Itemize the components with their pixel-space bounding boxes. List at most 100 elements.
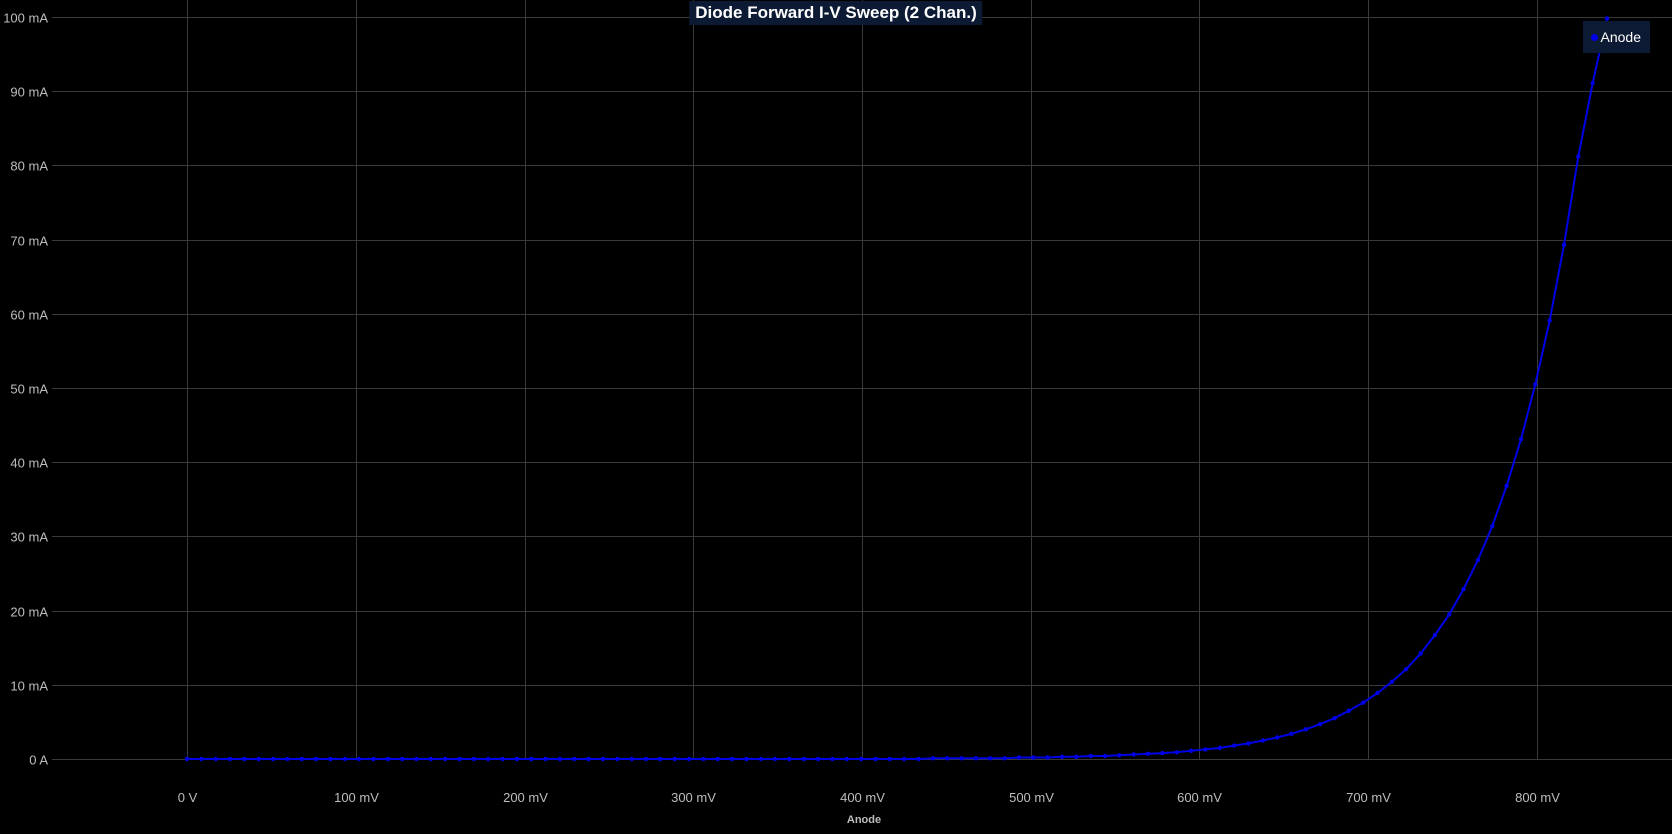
- data-point: [1447, 612, 1452, 617]
- legend-label-anode: Anode: [1600, 29, 1641, 45]
- data-point: [1604, 16, 1610, 21]
- data-point: [227, 756, 233, 762]
- series-anode: [184, 16, 1610, 762]
- data-point: [930, 756, 936, 761]
- data-point: [543, 756, 548, 762]
- y-tick-label: 90 mA: [10, 85, 48, 100]
- data-point: [1203, 747, 1208, 752]
- x-tick-label: 300 mV: [671, 790, 716, 805]
- y-tick-label: 70 mA: [10, 234, 48, 249]
- data-point: [1217, 745, 1223, 751]
- x-tick-label: 400 mV: [840, 790, 885, 805]
- data-point: [1188, 748, 1194, 753]
- y-axis-tick-labels: 0 A 10 mA 20 mA 30 mA 40 mA 50 mA 60 mA 70 mA 80…: [3, 11, 48, 768]
- data-point: [313, 756, 319, 762]
- data-point: [1504, 483, 1509, 489]
- data-point: [1490, 523, 1495, 529]
- y-tick-label: 10 mA: [10, 679, 48, 694]
- data-point: [686, 756, 692, 762]
- data-point: [199, 756, 204, 762]
- data-point: [959, 756, 964, 761]
- data-point: [715, 756, 720, 762]
- data-point: [772, 756, 778, 762]
- data-point: [844, 756, 849, 762]
- data-point: [830, 756, 835, 762]
- data-point: [428, 756, 433, 762]
- data-point: [371, 756, 376, 762]
- data-point: [1346, 708, 1352, 713]
- data-point: [385, 756, 390, 762]
- y-tick-label: 100 mA: [3, 11, 48, 26]
- y-tick-label: 30 mA: [10, 530, 48, 545]
- legend[interactable]: Anode: [1582, 21, 1650, 53]
- data-point: [242, 756, 247, 762]
- data-point: [1361, 700, 1366, 705]
- data-point: [1102, 753, 1108, 759]
- data-point: [658, 756, 663, 762]
- data-point: [1332, 716, 1337, 721]
- y-tick-label: 60 mA: [10, 308, 48, 323]
- data-point: [1547, 318, 1552, 323]
- data-point: [1533, 382, 1538, 387]
- legend-marker-anode: [1590, 33, 1598, 41]
- data-point: [1274, 735, 1280, 740]
- data-point: [815, 756, 821, 762]
- data-point: [701, 756, 706, 762]
- data-point: [328, 756, 333, 762]
- data-point: [1289, 731, 1294, 736]
- y-tick-label: 80 mA: [10, 159, 48, 174]
- data-point: [873, 756, 878, 762]
- data-point: [787, 756, 792, 762]
- data-point: [600, 756, 606, 762]
- data-point: [1074, 754, 1079, 759]
- data-point: [643, 756, 649, 762]
- data-point: [1375, 690, 1380, 696]
- x-tick-label: 600 mV: [1177, 790, 1222, 805]
- data-point: [400, 756, 405, 762]
- data-point: [1461, 586, 1466, 592]
- data-point: [945, 756, 950, 761]
- data-point: [1518, 437, 1524, 442]
- data-point: [988, 756, 993, 761]
- y-tick-label: 40 mA: [10, 456, 48, 471]
- data-point: [1432, 632, 1438, 638]
- data-point: [973, 756, 979, 761]
- data-point: [1260, 738, 1266, 743]
- data-point: [1475, 557, 1481, 563]
- data-point: [443, 756, 448, 762]
- data-point: [629, 756, 634, 762]
- x-tick-label: 500 mV: [1009, 790, 1054, 805]
- y-tick-label: 20 mA: [10, 605, 48, 620]
- x-axis-title: Anode: [847, 814, 881, 826]
- data-point: [887, 756, 892, 762]
- data-point: [1561, 242, 1567, 247]
- data-point: [1318, 721, 1323, 727]
- data-point: [729, 756, 735, 762]
- data-point: [486, 756, 491, 762]
- data-point: [270, 756, 276, 762]
- data-point: [1059, 754, 1065, 759]
- data-point: [859, 756, 864, 762]
- x-tick-label: 100 mV: [334, 790, 379, 805]
- grid: [52, 0, 1672, 760]
- data-point: [1389, 679, 1395, 684]
- x-tick-label: 0 V: [178, 790, 198, 805]
- data-point: [457, 756, 462, 762]
- data-point: [184, 756, 190, 762]
- data-point: [1045, 755, 1050, 760]
- data-point: [213, 756, 218, 762]
- data-point: [471, 756, 477, 762]
- data-point: [1031, 755, 1036, 760]
- data-point: [1160, 750, 1165, 756]
- data-point: [1576, 154, 1581, 159]
- data-point: [572, 756, 577, 762]
- y-tick-label: 0 A: [29, 753, 48, 768]
- x-tick-label: 700 mV: [1346, 790, 1391, 805]
- data-point: [1404, 667, 1409, 672]
- data-point: [1231, 743, 1237, 748]
- chart-title: Diode Forward I-V Sweep (2 Chan.): [689, 1, 983, 25]
- data-point: [1303, 727, 1309, 732]
- data-point: [529, 756, 534, 762]
- x-tick-label: 200 mV: [503, 790, 548, 805]
- data-point: [514, 756, 520, 762]
